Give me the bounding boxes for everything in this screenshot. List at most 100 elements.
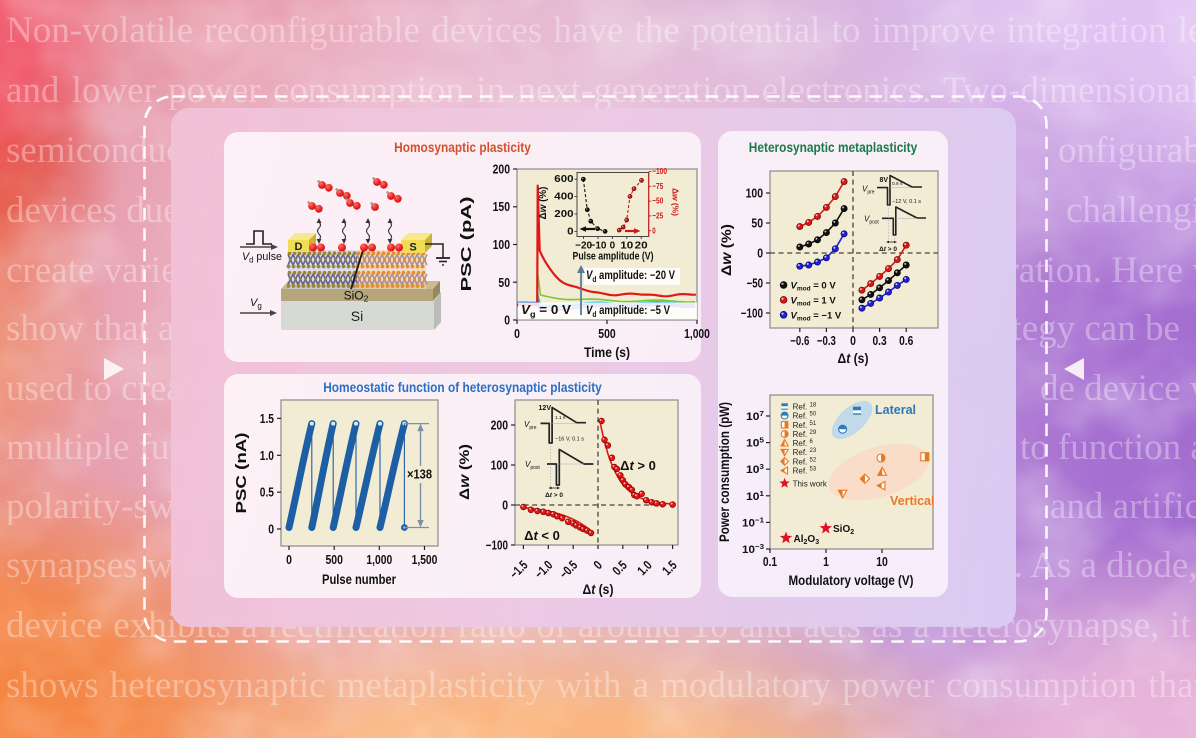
svg-text:Pulse number: Pulse number	[322, 572, 397, 587]
svg-text:400: 400	[554, 192, 574, 203]
svg-text:103: 103	[746, 462, 764, 476]
svg-text:200: 200	[491, 419, 508, 433]
svg-text:1.0: 1.0	[634, 558, 655, 579]
svg-text:−0.3: −0.3	[817, 334, 836, 348]
svg-text:0: 0	[268, 523, 274, 537]
svg-text:−50: −50	[652, 196, 663, 206]
svg-text:0.1: 0.1	[763, 555, 777, 569]
svg-text:0: 0	[610, 241, 616, 252]
svg-text:1.1 s: 1.1 s	[555, 415, 566, 421]
svg-text:−0.6: −0.6	[790, 334, 809, 348]
svg-text:0.3: 0.3	[873, 334, 887, 348]
svg-text:100: 100	[746, 187, 763, 201]
svg-text:Δt > 0: Δt > 0	[620, 458, 656, 473]
svg-text:Al2O3: Al2O3	[794, 534, 820, 546]
svg-text:0.5: 0.5	[260, 486, 274, 500]
svg-text:Ref. 51: Ref. 51	[793, 421, 817, 430]
svg-text:−25: −25	[652, 211, 663, 221]
svg-text:Δt (s): Δt (s)	[583, 582, 614, 597]
svg-text:0: 0	[502, 499, 508, 513]
svg-text:Pulse amplitude (V): Pulse amplitude (V)	[573, 251, 654, 263]
svg-text:600: 600	[554, 174, 574, 185]
svg-text:10−1: 10−1	[742, 515, 764, 529]
svg-text:0.8 s: 0.8 s	[892, 181, 903, 187]
svg-text:Modulatory voltage (V): Modulatory voltage (V)	[789, 573, 914, 588]
svg-text:0.6: 0.6	[899, 334, 913, 348]
svg-text:1.5: 1.5	[260, 412, 274, 426]
svg-text:Ref. 6: Ref. 6	[793, 439, 814, 448]
svg-text:Vmod = −1 V: Vmod = −1 V	[791, 310, 842, 322]
svg-text:Δt < 0: Δt < 0	[524, 528, 560, 543]
svg-text:8V: 8V	[879, 177, 888, 184]
svg-text:Lateral: Lateral	[875, 403, 916, 417]
svg-text:Δw (%): Δw (%)	[456, 444, 472, 500]
svg-text:SiO2: SiO2	[833, 524, 854, 536]
svg-text:100: 100	[493, 238, 510, 252]
svg-text:0: 0	[514, 327, 520, 341]
svg-text:Vd pulse: Vd pulse	[242, 251, 282, 265]
svg-text:100: 100	[491, 459, 508, 473]
svg-text:−75: −75	[652, 181, 663, 191]
svg-text:Δt (s): Δt (s)	[838, 351, 869, 366]
svg-text:Ref. 52: Ref. 52	[793, 457, 817, 466]
svg-text:Vmod = 0 V: Vmod = 0 V	[791, 281, 837, 293]
svg-text:Δw (%): Δw (%)	[538, 187, 549, 220]
svg-text:0: 0	[286, 553, 292, 567]
svg-text:SiO2: SiO2	[344, 289, 369, 304]
svg-text:Vpost: Vpost	[525, 460, 540, 471]
svg-text:50: 50	[498, 276, 510, 290]
svg-text:Ref. 18: Ref. 18	[793, 403, 817, 412]
svg-text:107: 107	[746, 409, 764, 423]
svg-text:0: 0	[850, 334, 856, 348]
svg-text:1,000: 1,000	[366, 553, 392, 567]
svg-text:1.0: 1.0	[260, 449, 274, 463]
svg-text:0: 0	[652, 225, 656, 235]
svg-text:0.5: 0.5	[609, 558, 630, 579]
svg-text:500: 500	[598, 327, 615, 341]
svg-text:Ref. 50: Ref. 50	[793, 412, 817, 421]
svg-text:Ref. 53: Ref. 53	[793, 467, 817, 476]
svg-text:101: 101	[746, 489, 764, 503]
svg-text:−1.0: −1.0	[531, 558, 555, 582]
svg-text:Vpre: Vpre	[524, 420, 537, 431]
svg-text:−100: −100	[486, 539, 508, 553]
svg-text:−20: −20	[575, 241, 592, 252]
svg-text:Δw (%): Δw (%)	[718, 224, 734, 276]
svg-text:1: 1	[823, 555, 829, 569]
svg-text:Time (s): Time (s)	[584, 345, 630, 360]
svg-text:200: 200	[493, 163, 510, 177]
svg-text:12V: 12V	[539, 405, 552, 412]
svg-text:Vpre: Vpre	[862, 185, 875, 196]
svg-text:0: 0	[590, 558, 605, 573]
svg-text:−1.5: −1.5	[506, 558, 530, 582]
svg-text:−100: −100	[741, 307, 763, 321]
svg-text:1,000: 1,000	[684, 327, 710, 341]
svg-text:This work: This work	[793, 479, 828, 488]
svg-text:500: 500	[326, 553, 343, 567]
svg-text:10−3: 10−3	[742, 542, 764, 556]
svg-text:50: 50	[751, 217, 763, 231]
svg-text:×138: ×138	[407, 467, 432, 482]
svg-text:150: 150	[493, 200, 510, 214]
svg-text:1.5: 1.5	[659, 558, 680, 579]
svg-text:Vpost: Vpost	[864, 215, 879, 226]
svg-text:10: 10	[876, 555, 888, 569]
svg-text:Δw (%): Δw (%)	[671, 188, 681, 216]
svg-text:Vd amplitude: −5 V: Vd amplitude: −5 V	[586, 305, 670, 319]
svg-text:−50: −50	[747, 277, 763, 291]
svg-text:Δt > 0: Δt > 0	[879, 246, 897, 253]
svg-text:Vg: Vg	[250, 297, 262, 311]
svg-text:200: 200	[554, 209, 574, 220]
svg-text:105: 105	[746, 436, 764, 450]
svg-text:0: 0	[567, 226, 574, 237]
svg-text:−10: −10	[590, 241, 607, 252]
svg-text:D: D	[295, 241, 303, 253]
svg-text:20: 20	[635, 241, 649, 252]
svg-text:0: 0	[504, 314, 510, 328]
svg-text:S: S	[409, 242, 416, 254]
svg-text:Power consumption (pW): Power consumption (pW)	[717, 402, 732, 542]
svg-text:Vertical: Vertical	[890, 494, 934, 508]
svg-text:PSC (nA): PSC (nA)	[234, 432, 250, 513]
svg-text:1,500: 1,500	[412, 553, 438, 567]
svg-text:−0.5: −0.5	[556, 558, 580, 582]
